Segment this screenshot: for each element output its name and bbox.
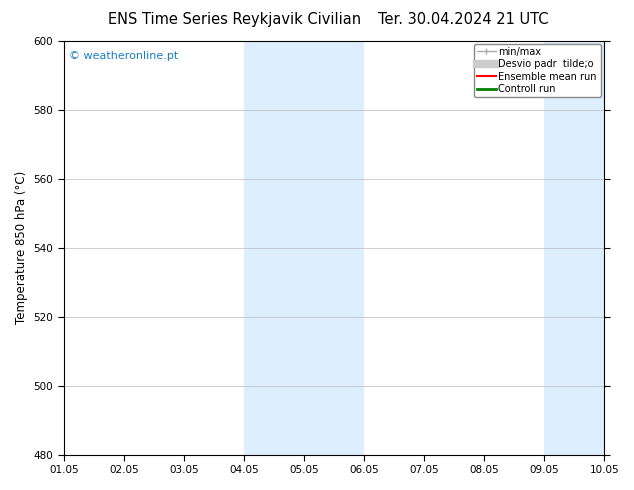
Text: © weatheronline.pt: © weatheronline.pt	[69, 51, 178, 61]
Text: ENS Time Series Reykjavik Civilian: ENS Time Series Reykjavik Civilian	[108, 12, 361, 27]
Bar	[544, 41, 604, 455]
Bar	[244, 41, 364, 455]
Text: Ter. 30.04.2024 21 UTC: Ter. 30.04.2024 21 UTC	[378, 12, 548, 27]
Legend: min/max, Desvio padr  tilde;o, Ensemble mean run, Controll run: min/max, Desvio padr tilde;o, Ensemble m…	[474, 44, 601, 97]
Y-axis label: Temperature 850 hPa (°C): Temperature 850 hPa (°C)	[15, 171, 28, 324]
